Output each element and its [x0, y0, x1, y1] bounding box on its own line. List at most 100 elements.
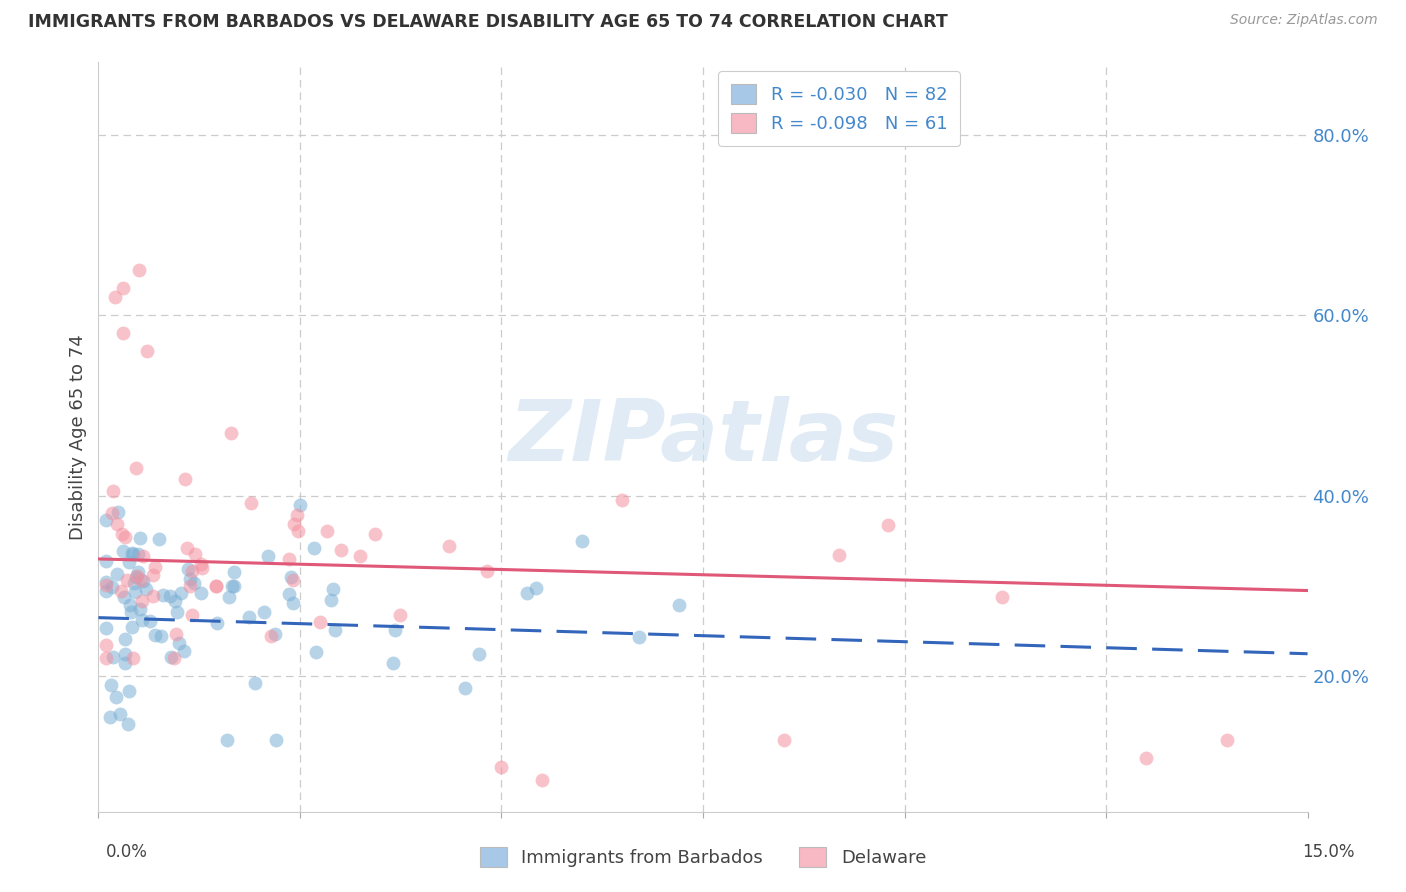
Point	[163, 594, 186, 608]
Point	[190, 557, 212, 571]
Point	[1135, 750, 1157, 764]
Point	[283, 517, 305, 532]
Point	[96, 574, 118, 589]
Point	[183, 575, 205, 590]
Point	[131, 549, 153, 564]
Point	[127, 569, 149, 583]
Point	[124, 461, 146, 475]
Point	[668, 598, 690, 612]
Point	[135, 344, 157, 359]
Point	[991, 590, 1014, 604]
Point	[238, 609, 260, 624]
Point	[135, 582, 157, 596]
Point	[1216, 732, 1239, 747]
Point	[98, 709, 121, 723]
Point	[107, 505, 129, 519]
Point	[111, 326, 134, 341]
Point	[288, 498, 311, 512]
Point	[221, 579, 243, 593]
Point	[112, 590, 135, 604]
Point	[105, 690, 128, 705]
Point	[117, 717, 139, 731]
Point	[477, 564, 499, 578]
Point	[205, 616, 228, 631]
Point	[120, 605, 142, 619]
Text: 0.0%: 0.0%	[105, 843, 148, 861]
Point	[389, 607, 412, 622]
Point	[152, 588, 174, 602]
Point	[96, 583, 118, 598]
Point	[222, 579, 245, 593]
Point	[115, 573, 138, 587]
Point	[143, 628, 166, 642]
Point	[103, 650, 125, 665]
Point	[571, 533, 593, 548]
Point	[321, 593, 343, 607]
Point	[190, 586, 212, 600]
Point	[163, 651, 186, 665]
Point	[118, 598, 141, 612]
Point	[114, 657, 136, 671]
Point	[121, 546, 143, 560]
Point	[96, 578, 118, 592]
Point	[101, 506, 124, 520]
Point	[165, 626, 187, 640]
Point	[167, 636, 190, 650]
Point	[176, 541, 198, 556]
Point	[139, 614, 162, 628]
Point	[149, 629, 172, 643]
Text: IMMIGRANTS FROM BARBADOS VS DELAWARE DISABILITY AGE 65 TO 74 CORRELATION CHART: IMMIGRANTS FROM BARBADOS VS DELAWARE DIS…	[28, 13, 948, 31]
Legend: R = -0.030   N = 82, R = -0.098   N = 61: R = -0.030 N = 82, R = -0.098 N = 61	[718, 71, 960, 145]
Point	[309, 615, 332, 629]
Point	[128, 263, 150, 277]
Point	[124, 585, 146, 599]
Text: 15.0%: 15.0%	[1302, 843, 1355, 861]
Point	[349, 549, 371, 563]
Point	[160, 649, 183, 664]
Point	[131, 594, 153, 608]
Point	[222, 566, 245, 580]
Point	[166, 605, 188, 619]
Point	[305, 645, 328, 659]
Point	[96, 621, 118, 635]
Point	[219, 425, 242, 440]
Point	[263, 626, 285, 640]
Point	[127, 547, 149, 561]
Point	[382, 656, 405, 670]
Point	[205, 579, 228, 593]
Point	[322, 582, 344, 596]
Point	[218, 590, 240, 604]
Point	[122, 575, 145, 590]
Point	[176, 562, 198, 576]
Point	[118, 684, 141, 698]
Point	[264, 732, 287, 747]
Point	[323, 623, 346, 637]
Point	[129, 531, 152, 545]
Point	[148, 532, 170, 546]
Text: ZIPatlas: ZIPatlas	[508, 395, 898, 479]
Point	[315, 524, 337, 539]
Point	[260, 629, 283, 643]
Point	[108, 706, 131, 721]
Point	[159, 590, 181, 604]
Point	[530, 773, 553, 788]
Point	[103, 290, 125, 304]
Y-axis label: Disability Age 65 to 74: Disability Age 65 to 74	[69, 334, 87, 540]
Point	[217, 732, 239, 747]
Point	[110, 583, 132, 598]
Point	[205, 578, 228, 592]
Point	[132, 574, 155, 589]
Point	[96, 651, 118, 665]
Point	[437, 539, 460, 553]
Point	[283, 596, 305, 610]
Point	[278, 587, 301, 601]
Point	[280, 570, 302, 584]
Point	[612, 493, 634, 508]
Point	[628, 631, 651, 645]
Point	[96, 554, 118, 568]
Point	[467, 647, 489, 661]
Point	[122, 548, 145, 562]
Point	[101, 483, 124, 498]
Point	[287, 524, 309, 538]
Point	[190, 560, 212, 574]
